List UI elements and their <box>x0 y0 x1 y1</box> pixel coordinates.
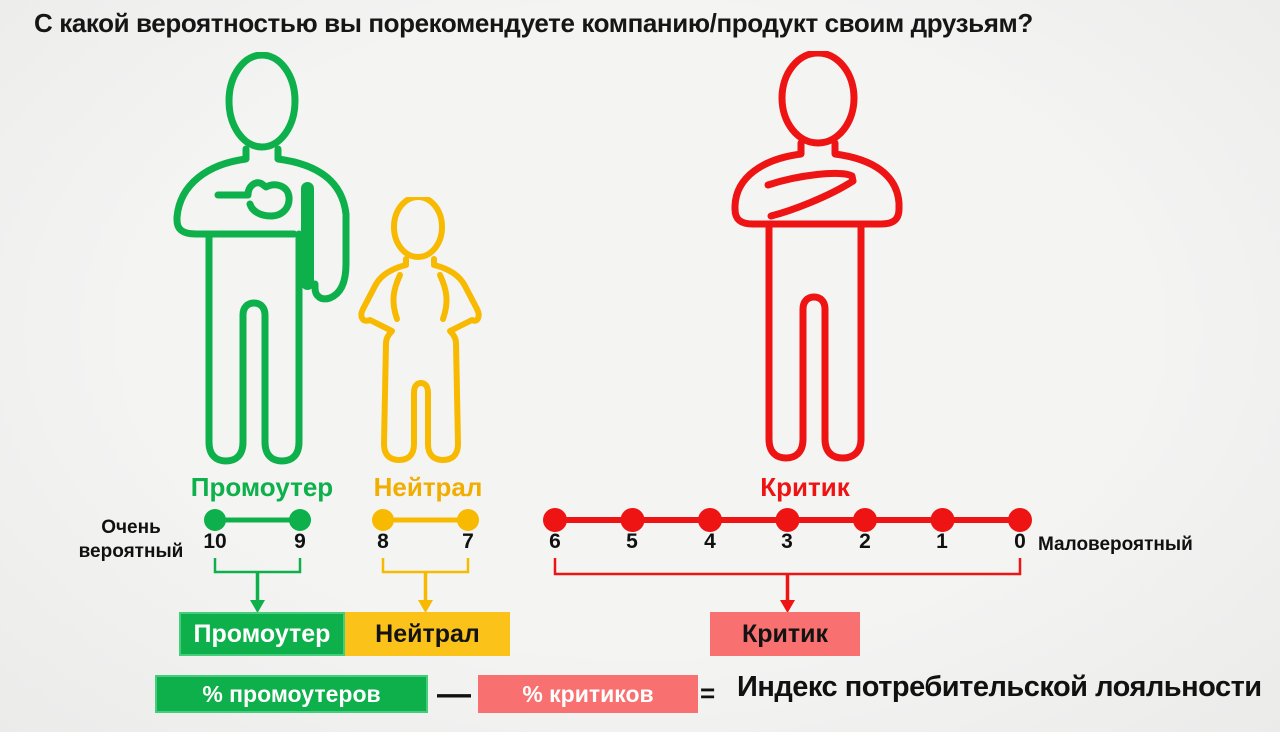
page-title: С какой вероятностью вы порекомендуете к… <box>34 8 1033 38</box>
promoter-category-box: Промоутер <box>179 612 345 656</box>
scale-number-2: 2 <box>859 530 871 553</box>
scale-number-4: 4 <box>704 530 716 553</box>
scale-number-8: 8 <box>377 530 389 553</box>
formula-minus-sign: — <box>437 675 471 713</box>
scale-number-0: 0 <box>1014 530 1026 553</box>
scale-number-9: 9 <box>294 530 306 553</box>
promoter-label: Промоутер <box>190 472 334 502</box>
formula-promoters-box: % промоутеров <box>155 675 428 713</box>
critic-category-box: Критик <box>710 612 860 656</box>
scale-number-5: 5 <box>626 530 638 553</box>
scale-number-6: 6 <box>549 530 561 553</box>
scale-label-very-likely: Очень вероятный <box>78 517 184 562</box>
formula-critics-box: % критиков <box>478 675 698 713</box>
neutral-label: Нейтрал <box>373 472 483 502</box>
scale-number-7: 7 <box>462 530 474 553</box>
scale-number-3: 3 <box>781 530 793 553</box>
promoter-forearm-bar <box>301 182 314 290</box>
scale-label-unlikely: Маловероятный <box>1038 534 1193 555</box>
formula-result-text: Индекс потребительской лояльности <box>737 671 1262 703</box>
neutral-category-box: Нейтрал <box>345 612 510 656</box>
neutral-figure-icon <box>358 197 482 463</box>
critic-label: Критик <box>760 472 850 502</box>
promoter-figure-icon <box>173 52 350 465</box>
scale-number-10: 10 <box>203 530 227 553</box>
critic-figure-icon <box>731 51 903 462</box>
formula-equals-sign: = <box>700 678 716 708</box>
scale-number-1: 1 <box>936 530 948 553</box>
